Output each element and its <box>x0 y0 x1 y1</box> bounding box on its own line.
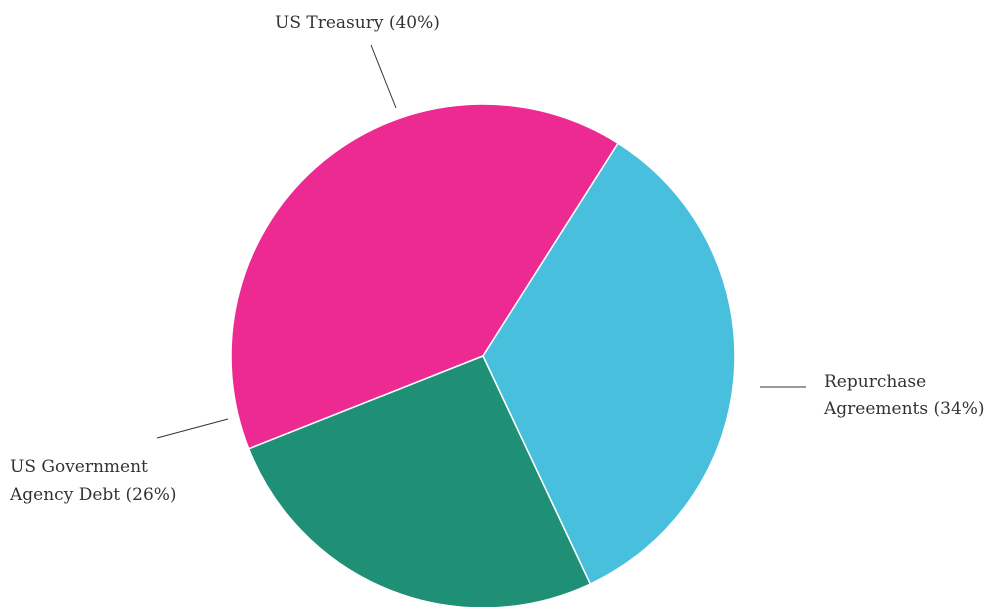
slice-label-line: US Government <box>10 457 148 477</box>
slice-label-us-government-agency-debt: US Government Agency Debt (26%) <box>9 457 177 505</box>
pie-slice-us-treasury <box>230 103 620 450</box>
slice-labels: US Treasury (40%) Repurchase Agreements (3… <box>9 13 985 505</box>
slice-label-line: US Treasury (40%) <box>275 13 440 33</box>
slice-label-repurchase-agreements: Repurchase Agreements (34%) <box>823 372 985 419</box>
slice-label-line: Agency Debt (26%) <box>9 485 177 505</box>
leader-line-us-government-agency-debt <box>156 418 229 439</box>
leader-lines <box>156 44 806 439</box>
leader-line-us-treasury <box>370 44 397 109</box>
slice-label-line: Repurchase <box>824 372 926 392</box>
slice-label-us-treasury: US Treasury (40%) <box>275 13 440 33</box>
pie-slice-us-government-agency-debt <box>247 355 592 607</box>
pie-slices <box>230 103 736 607</box>
slice-label-line: Agreements (34%) <box>823 399 985 419</box>
pie-slice-repurchase-agreements <box>482 142 736 586</box>
